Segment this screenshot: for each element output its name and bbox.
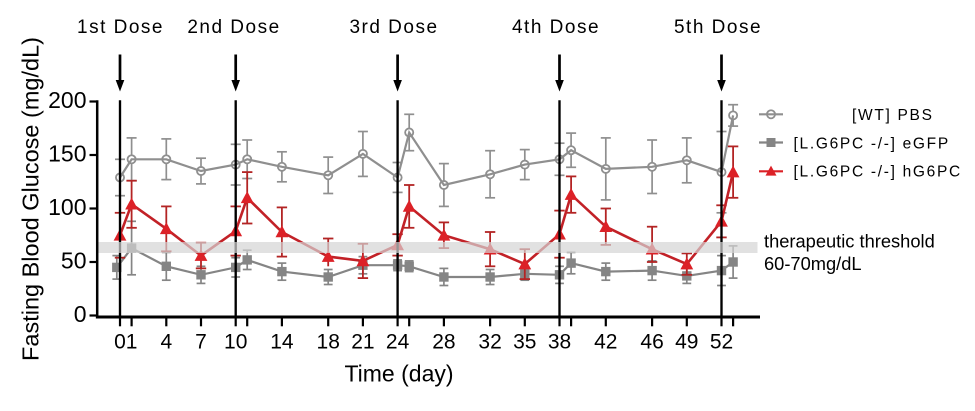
svg-text:[L.G6PC -/-] hG6PC: [L.G6PC -/-] hG6PC — [794, 164, 962, 181]
svg-text:0: 0 — [74, 301, 87, 327]
svg-text:therapeutic threshold: therapeutic threshold — [764, 231, 935, 252]
svg-text:52: 52 — [710, 331, 733, 354]
svg-text:24: 24 — [386, 331, 410, 354]
svg-text:50: 50 — [61, 248, 87, 274]
svg-text:42: 42 — [594, 331, 617, 354]
svg-text:1: 1 — [126, 331, 138, 354]
svg-text:3rd Dose: 3rd Dose — [349, 17, 438, 38]
svg-text:100: 100 — [48, 194, 86, 220]
svg-text:14: 14 — [270, 331, 294, 354]
svg-text:60-70mg/dL: 60-70mg/dL — [764, 253, 862, 274]
svg-text:[L.G6PC -/-] eGFP: [L.G6PC -/-] eGFP — [794, 136, 950, 153]
svg-text:21: 21 — [351, 331, 374, 354]
svg-text:4: 4 — [160, 331, 172, 354]
svg-text:18: 18 — [317, 331, 340, 354]
svg-text:10: 10 — [224, 331, 247, 354]
svg-text:Fasting Blood Glucose (mg/dL): Fasting Blood Glucose (mg/dL) — [18, 37, 44, 361]
svg-text:5th Dose: 5th Dose — [674, 17, 762, 38]
svg-text:4th Dose: 4th Dose — [512, 17, 600, 38]
svg-text:28: 28 — [432, 331, 455, 354]
svg-text:2nd Dose: 2nd Dose — [187, 17, 280, 38]
svg-text:46: 46 — [640, 331, 663, 354]
svg-text:35: 35 — [513, 331, 536, 354]
svg-text:49: 49 — [675, 331, 698, 354]
svg-text:200: 200 — [48, 87, 86, 113]
svg-text:38: 38 — [548, 331, 571, 354]
svg-text:32: 32 — [478, 331, 501, 354]
svg-text:[WT] PBS: [WT] PBS — [852, 107, 934, 124]
svg-text:Time (day): Time (day) — [344, 361, 453, 387]
svg-text:1st Dose: 1st Dose — [77, 17, 164, 38]
svg-text:150: 150 — [48, 141, 86, 167]
svg-text:7: 7 — [195, 331, 207, 354]
svg-text:0: 0 — [114, 331, 126, 354]
